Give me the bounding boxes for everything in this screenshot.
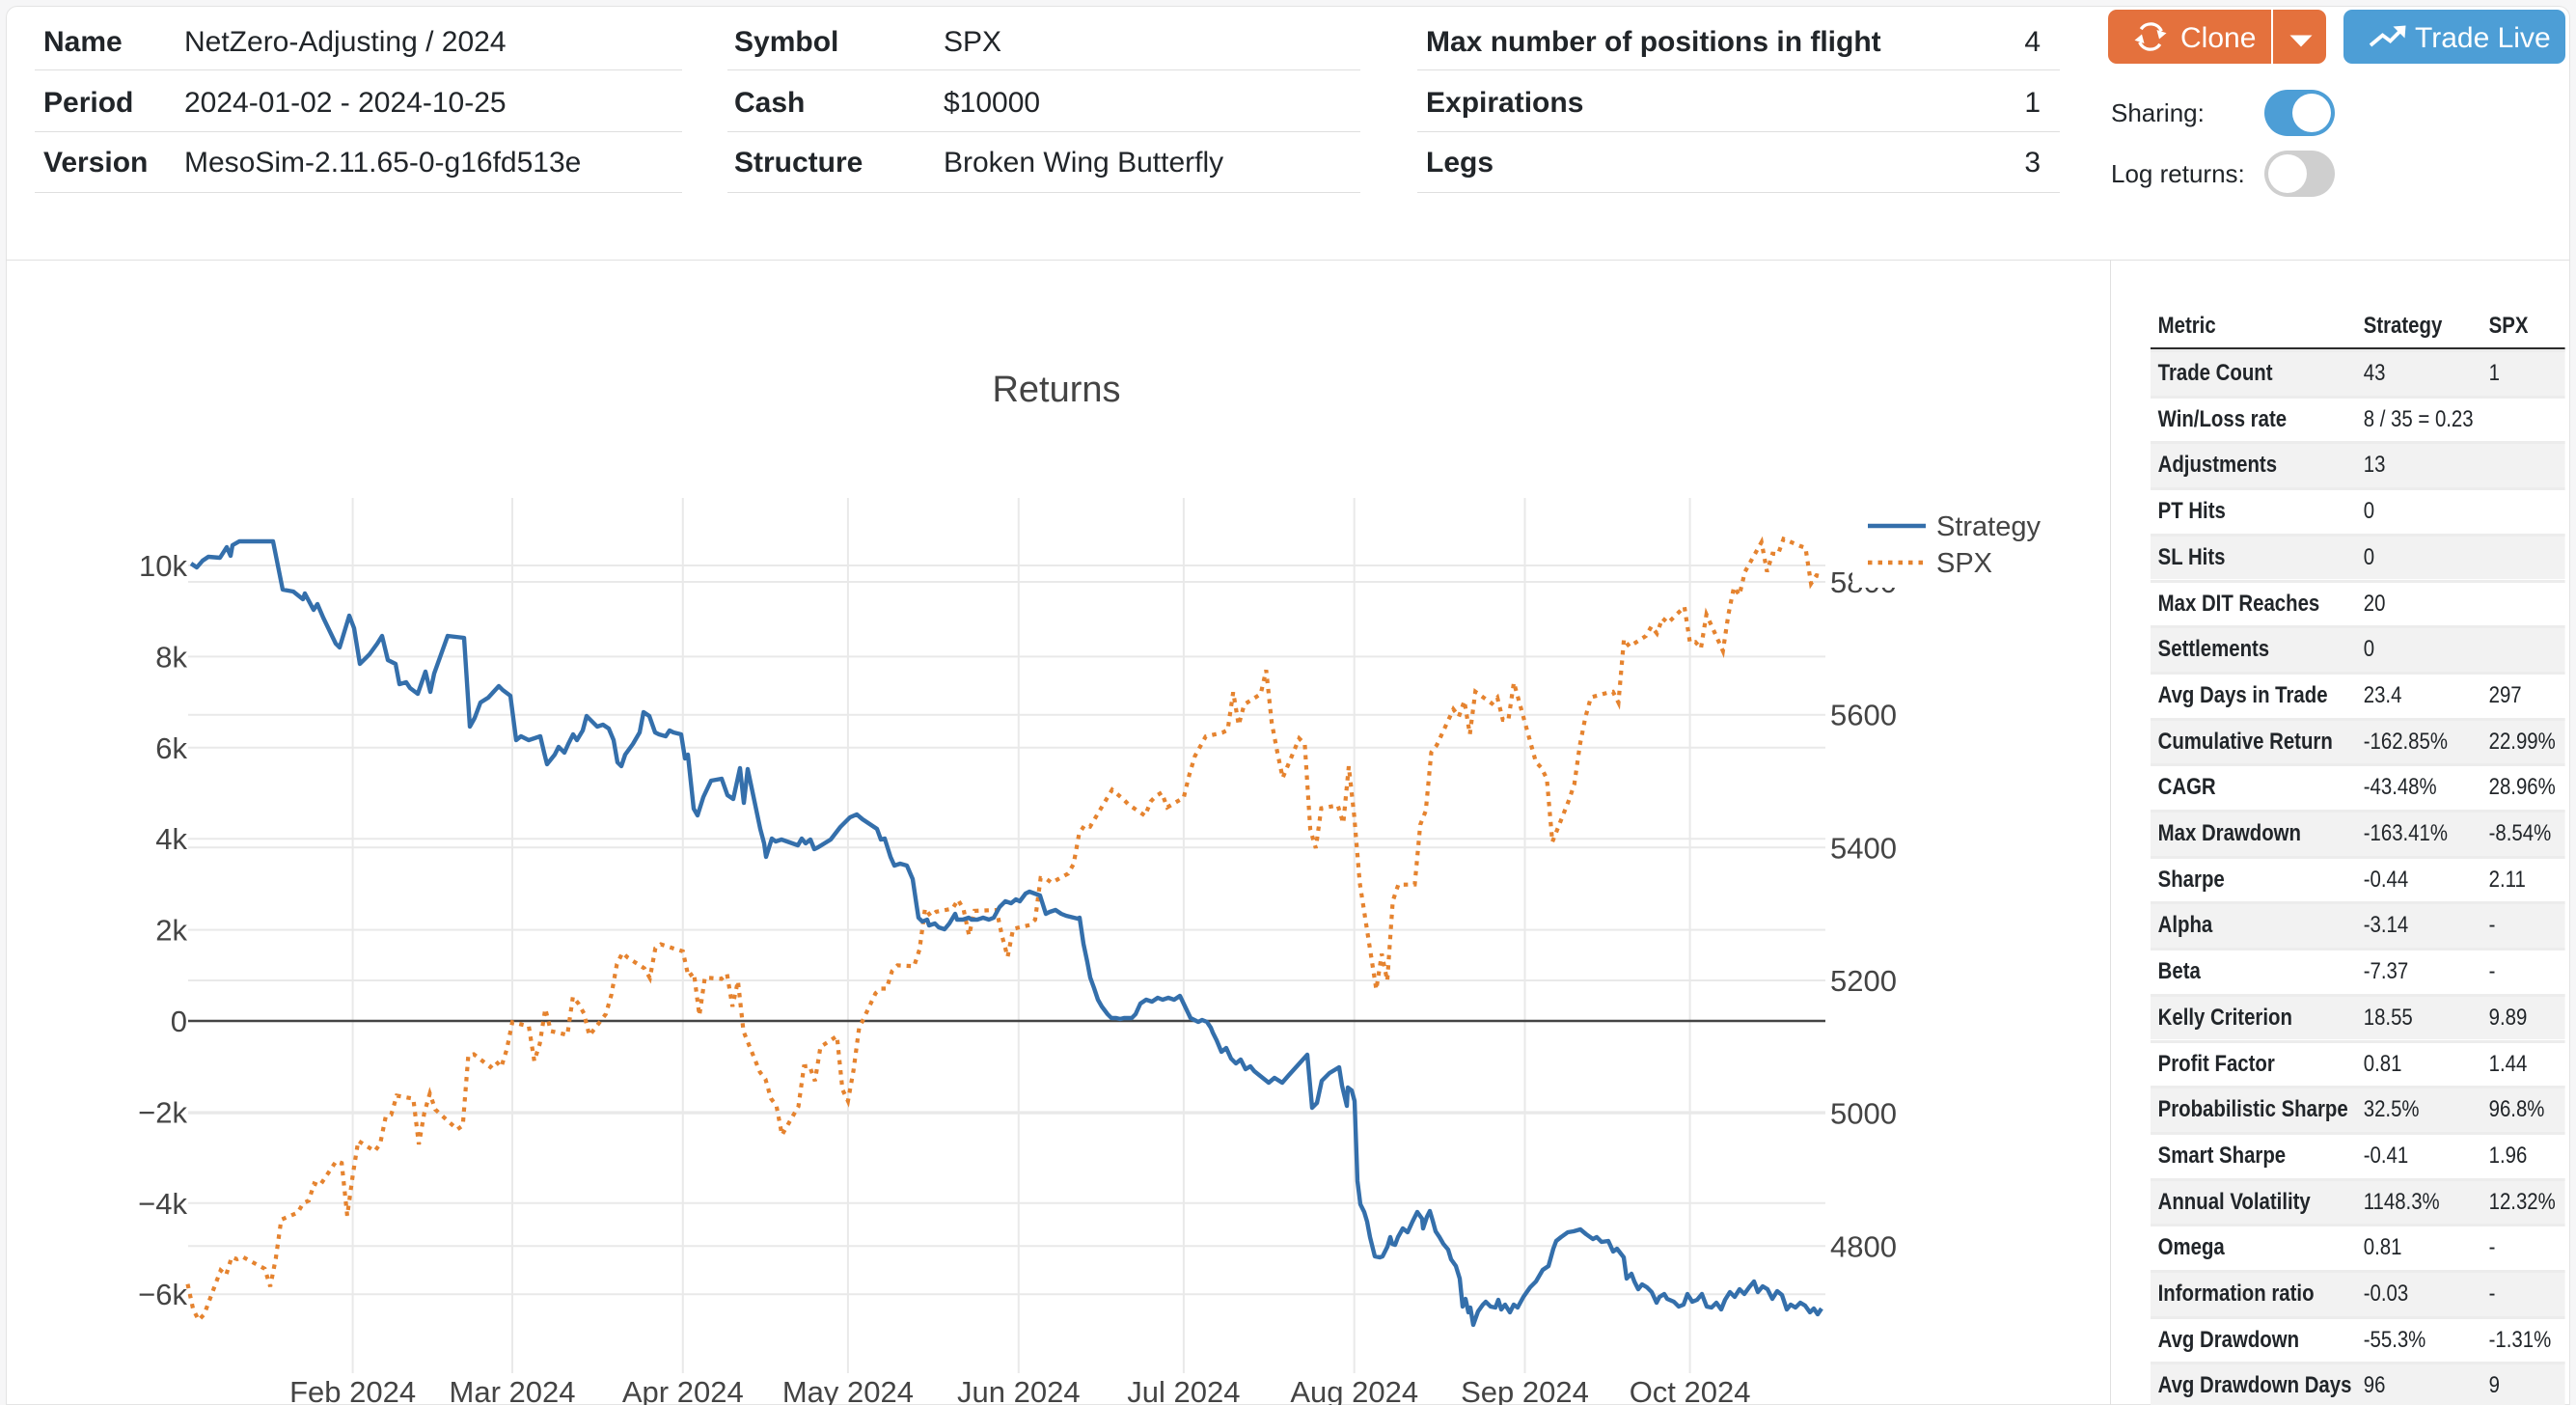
svg-text:8k: 8k bbox=[155, 640, 187, 674]
svg-text:5600: 5600 bbox=[1830, 699, 1897, 732]
svg-text:4800: 4800 bbox=[1830, 1229, 1897, 1263]
svg-text:5200: 5200 bbox=[1830, 964, 1897, 998]
svg-text:Mar 2024: Mar 2024 bbox=[450, 1375, 576, 1405]
svg-text:6k: 6k bbox=[155, 731, 187, 765]
svg-text:4k: 4k bbox=[155, 822, 187, 856]
svg-text:5400: 5400 bbox=[1830, 831, 1897, 865]
svg-text:Jun 2024: Jun 2024 bbox=[957, 1375, 1081, 1405]
svg-text:Feb 2024: Feb 2024 bbox=[289, 1375, 416, 1405]
svg-text:Trade Live: Trade Live bbox=[2415, 22, 2551, 54]
svg-text:10k: 10k bbox=[139, 549, 187, 583]
svg-text:−2k: −2k bbox=[138, 1095, 187, 1129]
svg-text:SPX: SPX bbox=[1936, 548, 1992, 579]
svg-text:−4k: −4k bbox=[138, 1187, 187, 1221]
svg-text:0: 0 bbox=[171, 1005, 187, 1038]
svg-text:Returns: Returns bbox=[992, 370, 1120, 410]
svg-text:May 2024: May 2024 bbox=[782, 1375, 914, 1405]
svg-text:Oct 2024: Oct 2024 bbox=[1630, 1375, 1751, 1405]
svg-text:2k: 2k bbox=[155, 914, 187, 948]
svg-text:Jul 2024: Jul 2024 bbox=[1127, 1375, 1240, 1405]
svg-text:−6k: −6k bbox=[138, 1278, 187, 1311]
svg-text:Sep 2024: Sep 2024 bbox=[1461, 1375, 1589, 1405]
svg-text:Clone: Clone bbox=[2180, 22, 2256, 54]
svg-text:Apr 2024: Apr 2024 bbox=[622, 1375, 744, 1405]
svg-text:Strategy: Strategy bbox=[1936, 511, 2041, 542]
svg-text:Aug 2024: Aug 2024 bbox=[1290, 1375, 1418, 1405]
svg-text:5000: 5000 bbox=[1830, 1097, 1897, 1131]
